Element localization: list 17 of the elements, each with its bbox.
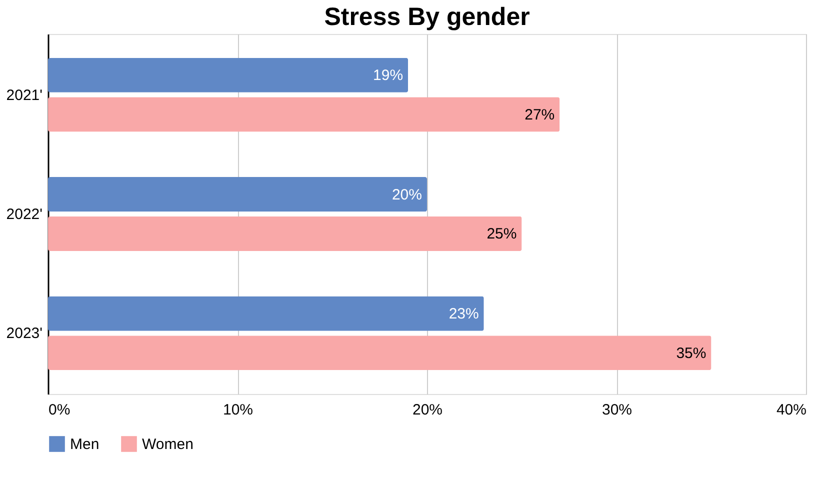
data-label: 20% xyxy=(392,186,422,204)
x-tick-label: 10% xyxy=(222,402,254,418)
data-label: 27% xyxy=(524,106,555,124)
x-tick-label: 0% xyxy=(48,402,70,418)
y-tick-label: 2022' xyxy=(6,206,43,223)
chart-title: Stress By gender xyxy=(324,3,530,31)
data-label: 19% xyxy=(373,67,404,84)
data-label: 25% xyxy=(486,226,517,243)
y-tick-label: 2023' xyxy=(6,325,43,342)
x-tick-label: 20% xyxy=(412,402,443,418)
y-tick-label: 2021' xyxy=(6,86,43,104)
x-tick-label: 30% xyxy=(602,402,632,418)
x-tick-label: 40% xyxy=(776,402,806,418)
data-label: 35% xyxy=(676,344,706,362)
data-label: 23% xyxy=(448,306,479,323)
legend-label: Men xyxy=(70,436,100,453)
legend-label: Women xyxy=(142,436,194,453)
